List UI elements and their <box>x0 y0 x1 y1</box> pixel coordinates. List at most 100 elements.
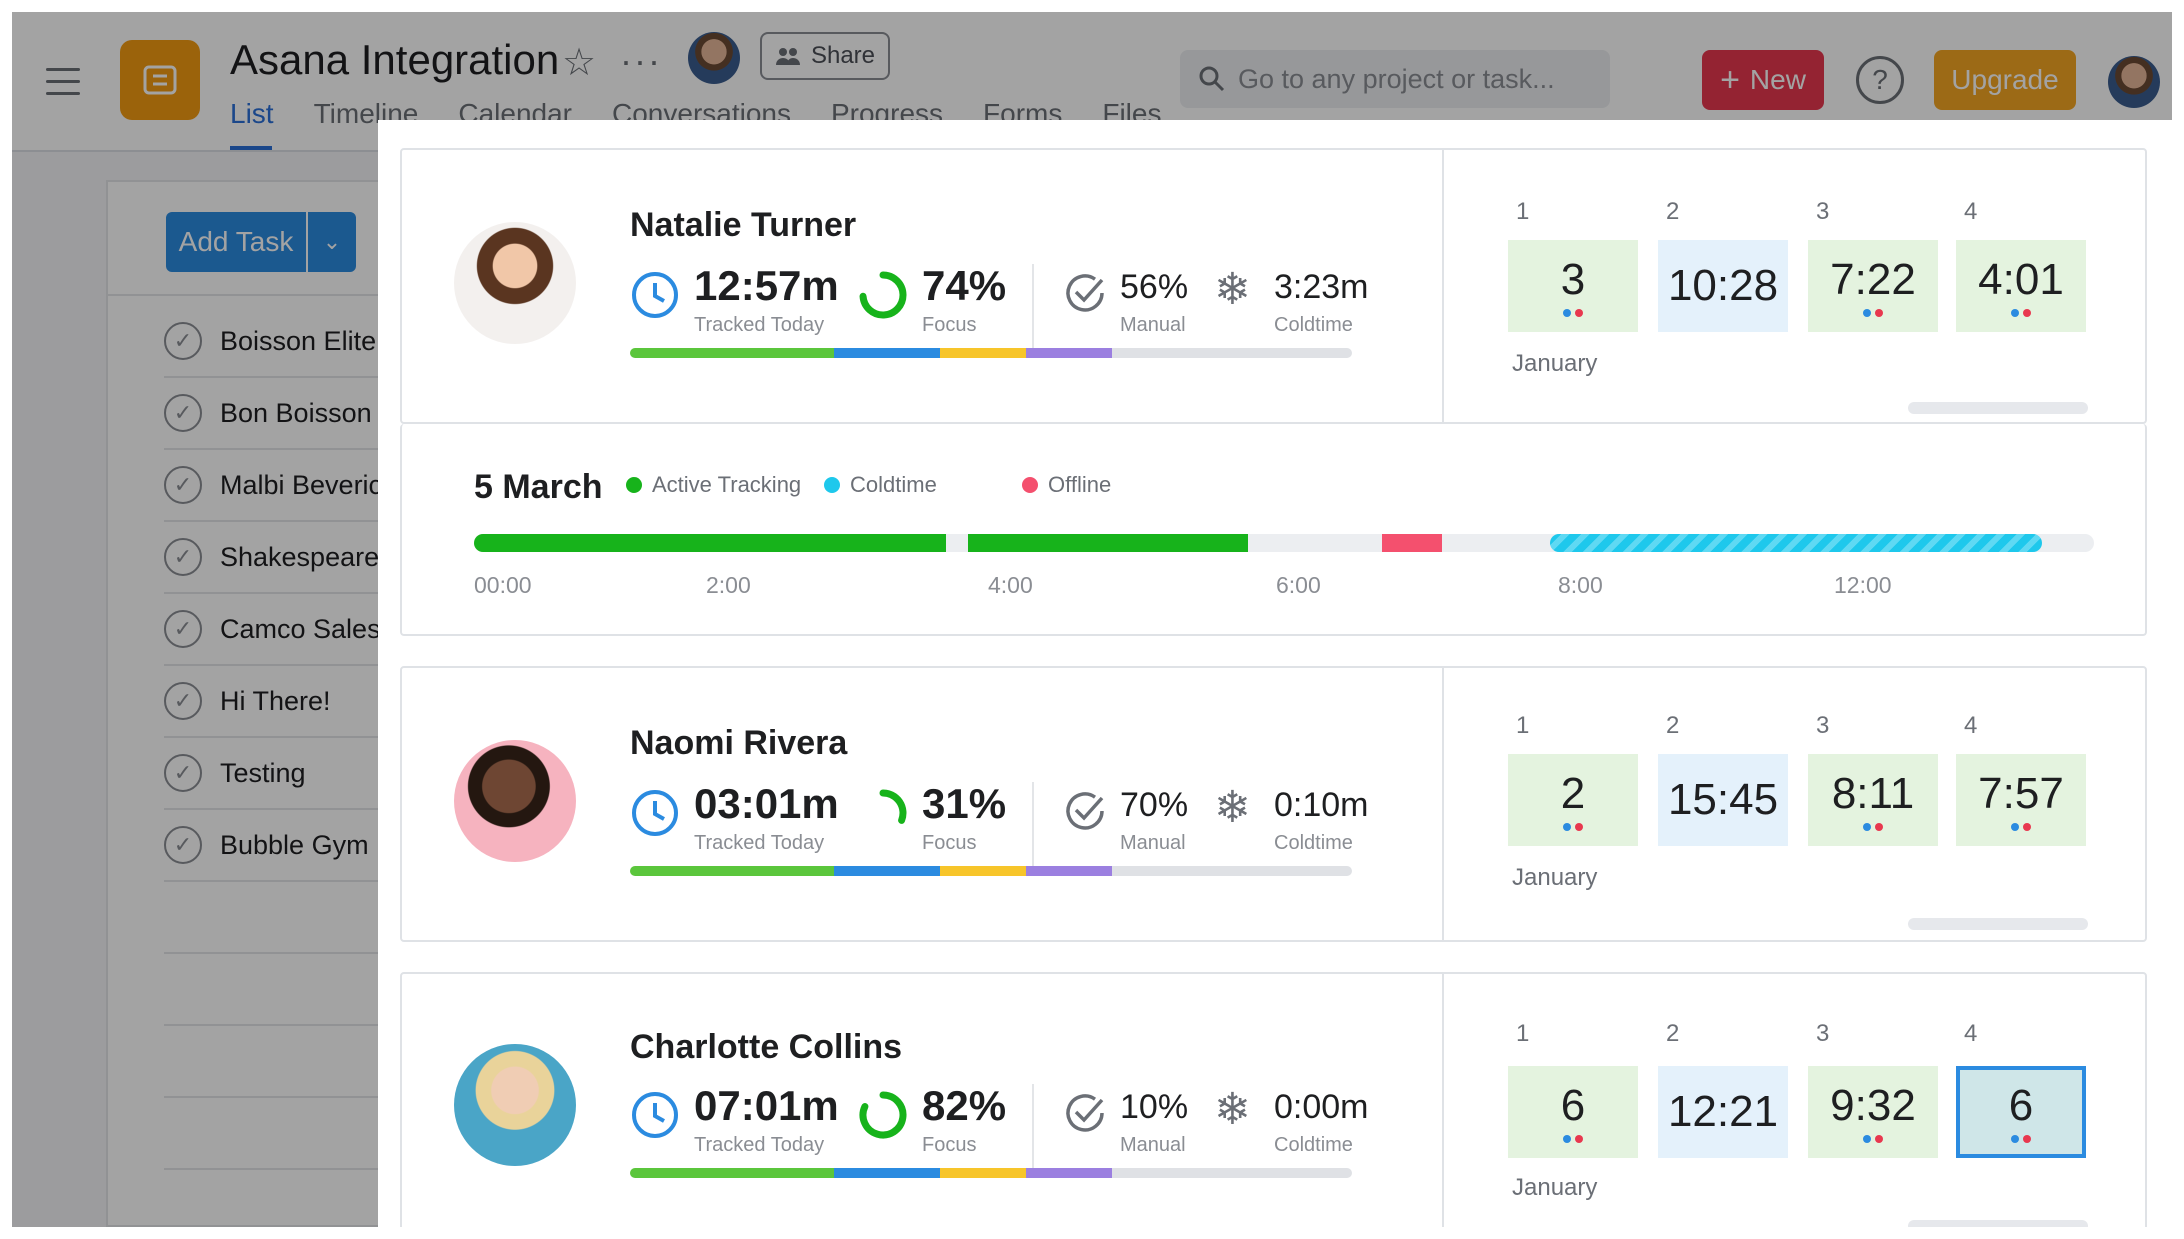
person-summary: Charlotte Collins 07:01m Tracked Today 8… <box>402 974 1444 1227</box>
timeline-date: 5 March <box>474 468 603 506</box>
list-item[interactable]: ✓ Testing <box>164 738 464 810</box>
check-circle-icon[interactable]: ✓ <box>164 754 202 792</box>
person-card: Charlotte Collins 07:01m Tracked Today 8… <box>400 972 2147 1227</box>
focus-label: Focus <box>922 1134 977 1156</box>
day-cell[interactable]: 4:01 <box>1956 240 2086 332</box>
check-circle-icon[interactable]: ✓ <box>164 322 202 360</box>
clock-icon <box>632 1092 678 1138</box>
check-circle-icon[interactable]: ✓ <box>164 610 202 648</box>
search-input[interactable]: Go to any project or task... <box>1180 50 1610 108</box>
day-cell[interactable]: 8:11 <box>1808 754 1938 846</box>
new-button[interactable]: + New <box>1702 50 1824 110</box>
add-task-button[interactable]: Add Task <box>166 212 306 272</box>
avatar <box>454 740 576 862</box>
day-value: 8:11 <box>1831 769 1915 818</box>
day-cell[interactable]: 3 <box>1508 240 1638 332</box>
active-tracking-segment[interactable] <box>474 534 946 552</box>
chevron-down-icon[interactable]: ⌄ <box>308 212 356 272</box>
status-dots <box>2011 823 2031 831</box>
day-number: 3 <box>1816 1020 1830 1047</box>
manual-percent: 56% <box>1120 268 1189 306</box>
manual-label: Manual <box>1120 832 1186 854</box>
legend-label: Active Tracking <box>652 472 802 497</box>
month-label: January <box>1512 1174 1598 1201</box>
check-circle-icon[interactable]: ✓ <box>164 466 202 504</box>
project-icon[interactable] <box>120 40 200 120</box>
coldtime-segment[interactable] <box>1550 534 2042 552</box>
time-tick: 00:00 <box>474 572 532 598</box>
user-avatar[interactable] <box>2108 56 2160 108</box>
snowflake-icon: ❄ <box>1214 1085 1251 1134</box>
more-options-icon[interactable]: ··· <box>620 40 662 81</box>
month-label: January <box>1512 864 1598 891</box>
check-circle-icon[interactable]: ✓ <box>164 826 202 864</box>
day-cell-selected[interactable]: 6 <box>1956 1066 2086 1158</box>
day-value: 15:45 <box>1667 775 1779 824</box>
day-cell[interactable]: 9:32 <box>1808 1066 1938 1158</box>
person-name: Natalie Turner <box>630 206 857 244</box>
active-tracking-segment[interactable] <box>968 534 1248 552</box>
legend-item: Active Tracking <box>626 472 801 498</box>
day-number: 4 <box>1964 1020 1978 1047</box>
horizontal-scrollbar[interactable] <box>1908 918 2088 930</box>
activity-progress-bar <box>630 1168 1352 1178</box>
focus-arc <box>859 1091 907 1139</box>
status-dots <box>2011 1135 2031 1143</box>
month-label: January <box>1512 350 1598 377</box>
check-circle-icon <box>1066 274 1104 312</box>
help-icon[interactable]: ? <box>1856 56 1904 104</box>
day-cell[interactable]: 7:22 <box>1808 240 1938 332</box>
day-cell[interactable]: 6 <box>1508 1066 1638 1158</box>
legend-item: Coldtime <box>824 472 937 498</box>
activity-progress-bar <box>630 348 1352 358</box>
offline-segment[interactable] <box>1382 534 1442 552</box>
horizontal-scrollbar[interactable] <box>1908 402 2088 414</box>
upgrade-button[interactable]: Upgrade <box>1934 50 2076 110</box>
list-item[interactable]: ✓ Malbi Beveric <box>164 450 464 522</box>
day-number: 4 <box>1964 712 1978 739</box>
person-summary: Natalie Turner 12:57m Tracked Today 74% … <box>402 150 1444 422</box>
list-item[interactable]: ✓ Shakespeare I <box>164 522 464 594</box>
tracked-time: 07:01m <box>694 1082 839 1129</box>
day-cell[interactable]: 15:45 <box>1658 754 1788 846</box>
check-circle-icon[interactable]: ✓ <box>164 682 202 720</box>
day-cell[interactable]: 7:57 <box>1956 754 2086 846</box>
day-cell[interactable]: 2 <box>1508 754 1638 846</box>
snowflake-icon: ❄ <box>1214 265 1251 314</box>
empty-row <box>164 882 464 954</box>
task-name: Camco Sales I <box>220 613 396 644</box>
menu-icon[interactable] <box>46 68 80 98</box>
timeline-track <box>474 534 2094 552</box>
person-card: Naomi Rivera 03:01m Tracked Today 31% Fo… <box>400 666 2147 942</box>
day-cell[interactable]: 10:28 <box>1658 240 1788 332</box>
time-tick: 2:00 <box>706 572 751 598</box>
task-name: Bon Boisson <box>220 397 372 428</box>
activity-progress-bar <box>630 866 1352 876</box>
horizontal-scrollbar[interactable] <box>1908 1220 2088 1227</box>
list-item[interactable]: ✓ Boisson Elite I <box>164 306 464 378</box>
focus-percent: 31% <box>922 780 1007 827</box>
manual-percent: 70% <box>1120 786 1189 824</box>
project-title: Asana Integration <box>230 36 560 83</box>
status-dots <box>1563 309 1583 317</box>
list-item[interactable]: ✓ Camco Sales I <box>164 594 464 666</box>
member-avatar[interactable] <box>688 32 740 84</box>
check-circle-icon[interactable]: ✓ <box>164 394 202 432</box>
tab-list[interactable]: List <box>230 98 274 129</box>
day-cell[interactable]: 12:21 <box>1658 1066 1788 1158</box>
task-name: Bubble Gym <box>220 829 369 860</box>
top-bar: Asana Integration ☆ ··· Share List Timel… <box>12 12 2172 152</box>
list-item[interactable]: ✓ Bubble Gym <box>164 810 464 882</box>
avatar <box>454 222 576 344</box>
focus-ring-icon <box>859 1091 907 1139</box>
focus-percent: 74% <box>922 262 1007 309</box>
check-circle-icon[interactable]: ✓ <box>164 538 202 576</box>
time-tick: 8:00 <box>1558 572 1603 598</box>
team-activity-panel: Natalie Turner 12:57m Tracked Today 74% … <box>378 120 2172 1227</box>
person-name: Charlotte Collins <box>630 1028 903 1066</box>
list-item[interactable]: ✓ Bon Boisson <box>164 378 464 450</box>
share-button[interactable]: Share <box>760 32 890 80</box>
star-icon[interactable]: ☆ <box>562 42 597 84</box>
list-item[interactable]: ✓ Hi There! <box>164 666 464 738</box>
coldtime-value: 3:23m <box>1274 268 1369 306</box>
